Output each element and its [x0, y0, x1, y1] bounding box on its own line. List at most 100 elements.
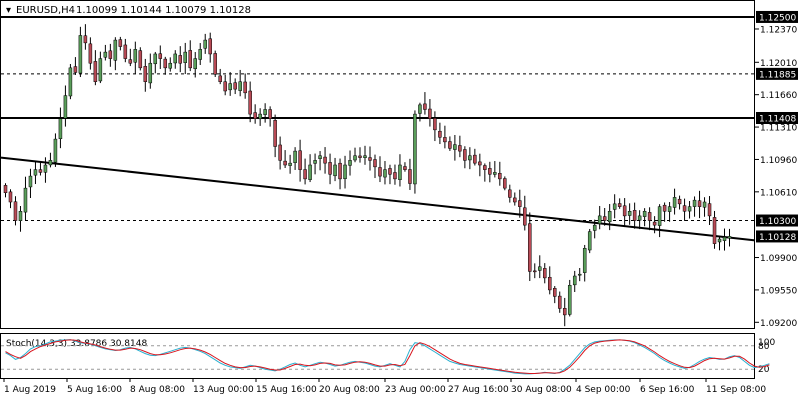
candle-body [318, 155, 322, 159]
price-label-text: 1.11885 [759, 70, 796, 80]
candle-body [53, 138, 58, 163]
horizontal-levels [1, 15, 755, 222]
candle-body [483, 165, 487, 170]
candle-body [268, 109, 272, 119]
candle-body [338, 162, 342, 180]
candle-body [228, 83, 232, 91]
price-label-box [756, 10, 798, 23]
candle-body [587, 231, 592, 251]
candle-body [148, 62, 153, 84]
candle-body [28, 175, 33, 188]
ohlc-readout: 1.10099 1.10144 1.10079 1.10128 [76, 5, 251, 16]
candle-body [368, 157, 372, 161]
stoch-signal-line [5, 339, 770, 374]
candle-body [238, 81, 242, 91]
candle-body [513, 197, 517, 203]
time-tick-label: 27 Aug 16:00 [448, 385, 509, 395]
price-label-box [756, 111, 798, 124]
time-tick-label: 4 Sep 00:00 [576, 385, 631, 395]
candle-body [223, 81, 227, 92]
candle-body [607, 211, 612, 223]
candle-body [403, 166, 407, 170]
time-tick-label: 5 Aug 16:00 [67, 385, 122, 395]
candle-body [617, 203, 622, 207]
candle-body [248, 90, 252, 115]
time-tick-label: 6 Sep 16:00 [640, 385, 695, 395]
candle-body [543, 268, 547, 279]
candle-body [363, 155, 367, 158]
candle-body [103, 51, 108, 58]
price-tick-label: 1.12010 [760, 59, 797, 69]
price-label-box [756, 214, 798, 227]
candle-body [358, 155, 362, 158]
candle-body [682, 205, 687, 212]
candle-body [398, 164, 402, 180]
candle-body [622, 205, 627, 217]
candle-body [8, 191, 13, 203]
candle-body [63, 95, 68, 119]
candle-body [353, 155, 357, 161]
price-axis[interactable]: 1.12370 1.12010 1.11660 1.11310 1.10960 1.106… [755, 25, 797, 329]
candle-body [468, 155, 472, 161]
candle-body [243, 81, 247, 94]
stoch-levels: 80 20 [1, 342, 770, 375]
candle-body [133, 49, 138, 63]
candle-body [298, 150, 302, 170]
candle-body [383, 169, 387, 178]
candle-body [577, 273, 582, 276]
candle-body [3, 185, 8, 194]
price-tick-label: 1.09550 [760, 286, 797, 296]
candle-body [263, 109, 267, 115]
candle-body [552, 288, 557, 297]
candle-body [597, 215, 602, 224]
candle-body [38, 169, 43, 173]
time-tick-label: 20 Aug 08:00 [319, 385, 380, 395]
candle-body [83, 35, 88, 44]
price-tick-label: 1.11660 [760, 91, 797, 101]
candle-body [652, 221, 657, 226]
candle-body [43, 164, 48, 173]
candle-body [612, 203, 617, 210]
candle-body [303, 169, 307, 180]
candle-body [488, 168, 492, 175]
candle-body [428, 108, 432, 119]
candle-body [68, 67, 73, 97]
candle-body [218, 75, 222, 82]
candle-body [23, 187, 28, 213]
candle-body [73, 66, 78, 73]
candle-body [667, 206, 672, 212]
candle-body [592, 224, 597, 231]
time-tick-label: 15 Aug 16:00 [256, 385, 317, 395]
candle-body [273, 120, 277, 147]
candle-body [98, 58, 103, 82]
price-label-box [756, 67, 798, 80]
symbol-menu-arrow-icon[interactable]: ▾ [6, 5, 11, 16]
candle-body [183, 51, 187, 63]
candle-body [188, 50, 192, 69]
time-tick-label: 13 Aug 00:00 [193, 385, 254, 395]
candle-body [508, 189, 512, 198]
candle-body [208, 38, 212, 55]
candle-body [123, 44, 128, 59]
candle-body [533, 270, 537, 273]
candle-body [78, 35, 83, 74]
candle-body [173, 53, 178, 64]
candle-body [153, 53, 158, 65]
candle-body [93, 61, 98, 82]
trendline[interactable] [0, 156, 756, 242]
candle-body [528, 223, 532, 272]
candle-body [582, 248, 587, 273]
candle-body [433, 118, 437, 131]
candle-body [707, 203, 712, 217]
time-axis[interactable]: 1 Aug 2019 5 Aug 16:00 8 Aug 08:00 13 Aug 0… [3, 378, 766, 395]
stoch-level-label: 80 [758, 342, 770, 352]
time-tick-label: 30 Aug 08:00 [511, 385, 572, 395]
stoch-level-label: 20 [758, 365, 770, 375]
time-tick-label: 11 Sep 08:00 [706, 385, 766, 395]
candle-body [343, 164, 347, 180]
candle-body [278, 144, 282, 161]
candle-body [178, 55, 183, 64]
candle-body [438, 130, 442, 138]
